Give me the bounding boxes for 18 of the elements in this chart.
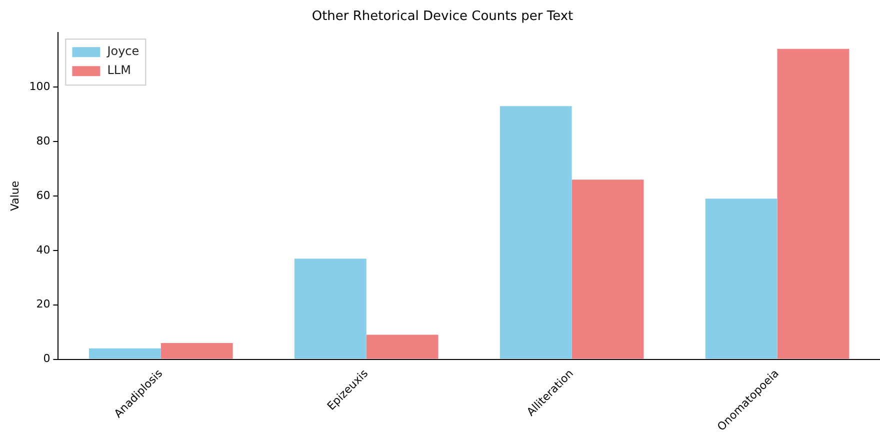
legend-label: LLM bbox=[107, 63, 131, 78]
bar bbox=[705, 198, 778, 359]
bar bbox=[572, 180, 644, 359]
y-tick-label: 0 bbox=[43, 352, 50, 366]
bar bbox=[777, 48, 850, 359]
bar bbox=[294, 258, 366, 359]
y-tick-label: 20 bbox=[36, 298, 50, 311]
y-tick-label: 40 bbox=[36, 243, 50, 256]
legend-label: Joyce bbox=[106, 44, 140, 58]
y-tick-label: 100 bbox=[29, 80, 50, 93]
bar bbox=[366, 334, 438, 359]
bar bbox=[500, 106, 572, 359]
y-tick-label: 80 bbox=[36, 134, 50, 148]
bar bbox=[89, 348, 161, 359]
y-axis-title: Value bbox=[8, 180, 22, 212]
chart-title: Other Rhetorical Device Counts per Text bbox=[312, 9, 574, 24]
bar bbox=[160, 342, 233, 359]
y-tick-label: 60 bbox=[36, 188, 50, 202]
